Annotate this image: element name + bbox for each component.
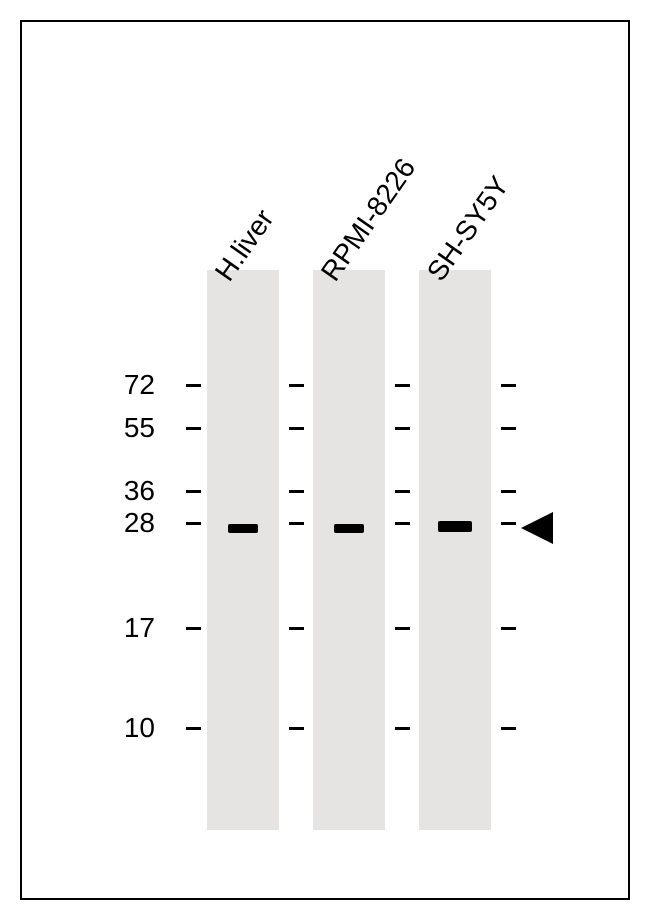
mw-marker-label: 10 [0, 712, 155, 744]
protein-band [228, 524, 258, 533]
blot-lane [207, 270, 279, 830]
mw-tick [395, 384, 410, 387]
band-indicator-arrow-icon [521, 512, 557, 548]
blot-lane [313, 270, 385, 830]
mw-tick [186, 522, 201, 525]
mw-marker-label: 55 [0, 412, 155, 444]
mw-tick [186, 384, 201, 387]
mw-tick [501, 522, 516, 525]
mw-marker-label: 72 [0, 369, 155, 401]
mw-tick [501, 427, 516, 430]
mw-marker-label: 28 [0, 507, 155, 539]
mw-tick [501, 627, 516, 630]
mw-tick [186, 490, 201, 493]
mw-tick [395, 627, 410, 630]
mw-marker-label: 17 [0, 612, 155, 644]
mw-tick [186, 427, 201, 430]
mw-tick [289, 522, 304, 525]
mw-tick [395, 727, 410, 730]
mw-tick [289, 490, 304, 493]
protein-band [438, 521, 472, 532]
protein-band [334, 524, 364, 533]
mw-tick [289, 384, 304, 387]
mw-tick [289, 627, 304, 630]
mw-tick [395, 427, 410, 430]
mw-tick [289, 727, 304, 730]
blot-lane [419, 270, 491, 830]
mw-marker-label: 36 [0, 475, 155, 507]
mw-tick [395, 522, 410, 525]
mw-tick [395, 490, 410, 493]
mw-tick [186, 727, 201, 730]
mw-tick [186, 627, 201, 630]
mw-tick [501, 490, 516, 493]
mw-tick [501, 727, 516, 730]
mw-tick [501, 384, 516, 387]
mw-tick [289, 427, 304, 430]
